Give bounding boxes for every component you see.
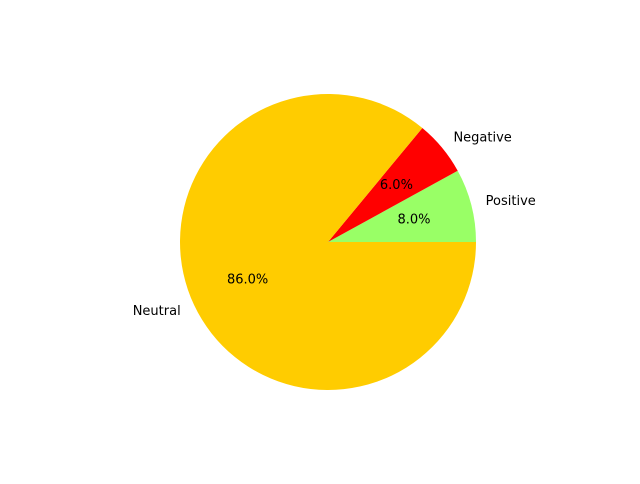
pie-percent-neutral: 86.0% [227, 272, 268, 287]
pie-label-neutral: Neutral [133, 304, 181, 319]
pie-slice-neutral [180, 94, 477, 390]
pie-label-positive: Positive [486, 194, 536, 209]
pie-label-negative: Negative [453, 131, 511, 146]
pie-slice-positive [328, 170, 476, 242]
pie-labels: Positive 8.0% Negative 6.0% Neutral 86.0% [133, 131, 536, 319]
pie-percent-positive: 8.0% [397, 212, 430, 227]
pie-slices [180, 94, 477, 390]
pie-slice-negative [328, 127, 458, 242]
pie-percent-negative: 6.0% [380, 178, 413, 193]
